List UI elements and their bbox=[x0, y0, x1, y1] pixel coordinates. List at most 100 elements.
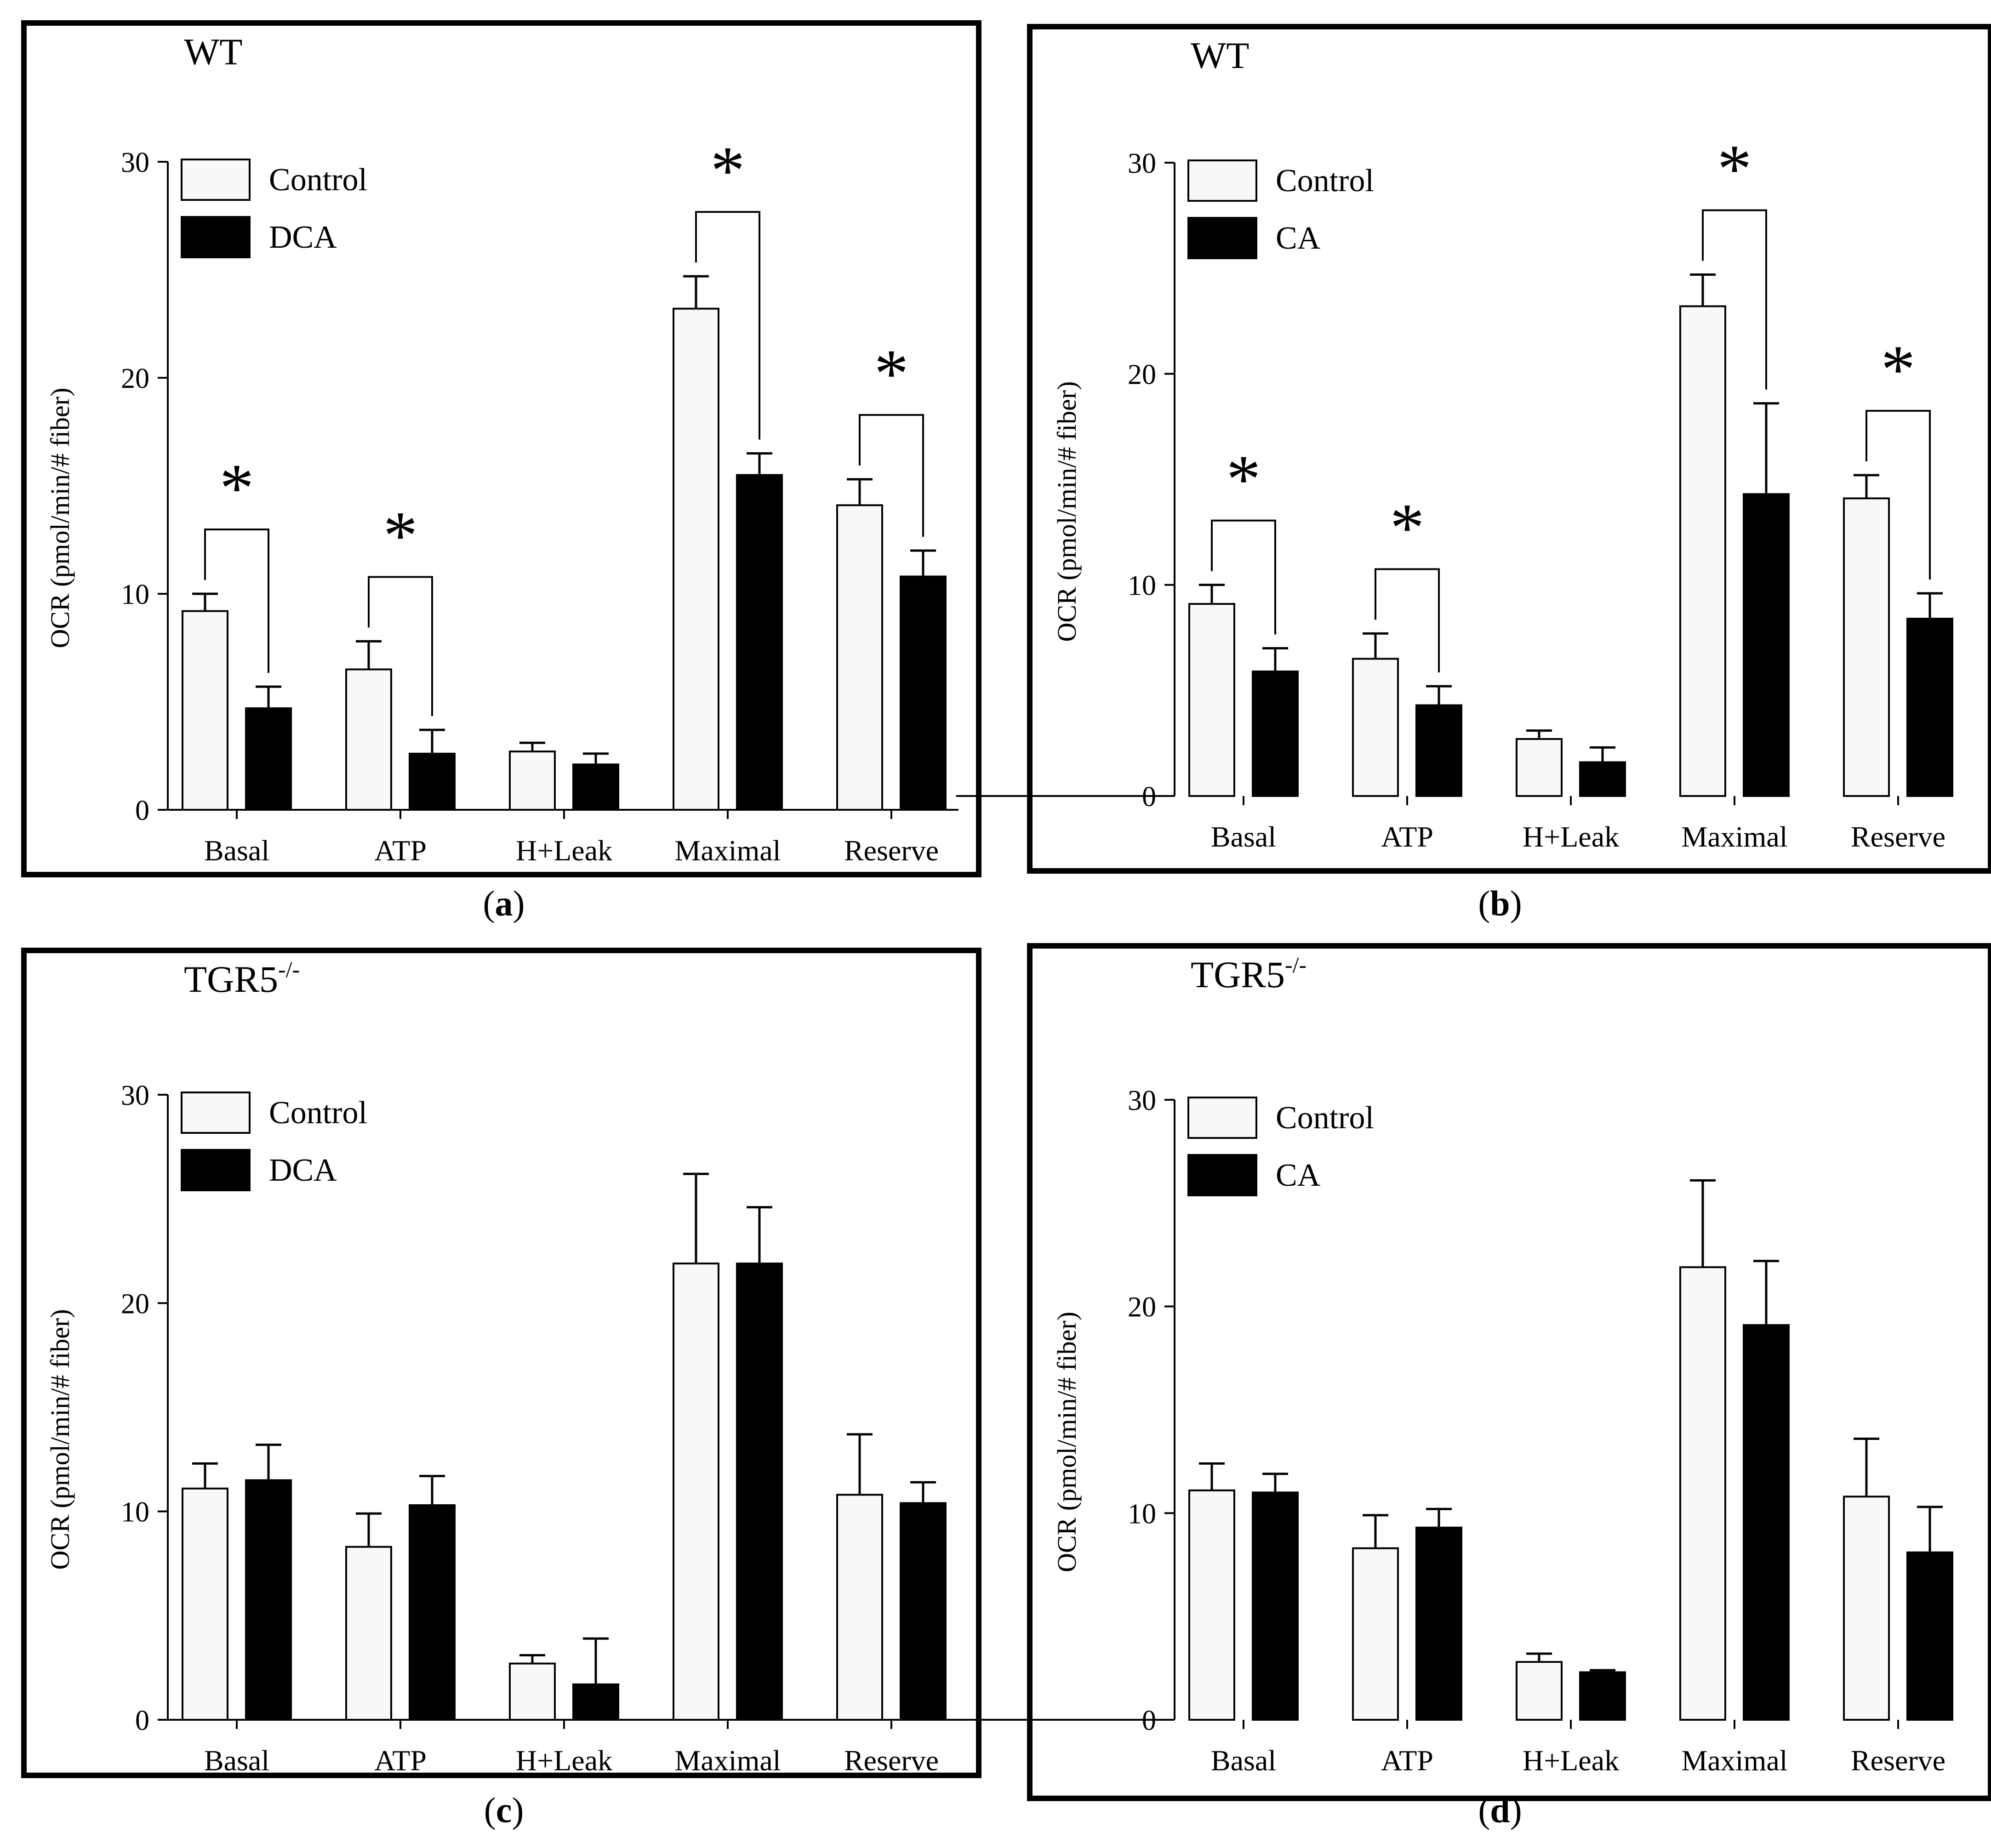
x-tick-label: H+Leak bbox=[1523, 1744, 1619, 1777]
significance-bracket bbox=[368, 576, 433, 716]
panel-a: WT 0 10 20 30 OCR (pmol/min/# fiber) Basal * ATP… bbox=[21, 20, 981, 877]
panel-title: WT bbox=[184, 31, 242, 73]
x-tick-label: Maximal bbox=[674, 834, 781, 867]
bar-control-maximal bbox=[673, 1262, 719, 1721]
y-tick-label: 20 bbox=[1128, 1292, 1156, 1323]
legend-label-dca: DCA bbox=[269, 220, 337, 255]
y-tick-label: 0 bbox=[135, 795, 149, 826]
bar-control-reserve bbox=[1843, 497, 1890, 797]
y-tick-label: 20 bbox=[1128, 359, 1156, 390]
bar-dca-atp bbox=[409, 752, 456, 811]
paren-open: ( bbox=[1478, 883, 1490, 923]
bar-ca-atp bbox=[1415, 704, 1462, 797]
x-tick-label: Maximal bbox=[1681, 1744, 1787, 1777]
bar-control-hleak bbox=[509, 1662, 556, 1721]
panel-title-text: WT bbox=[184, 31, 242, 73]
significance-star: * bbox=[1227, 441, 1261, 517]
y-tick-label: 30 bbox=[121, 1080, 149, 1111]
legend-label-ca: CA bbox=[1276, 1158, 1321, 1193]
y-axis-label: OCR (pmol/min/# fiber) bbox=[45, 387, 75, 648]
panel-title-superscript: -/- bbox=[278, 956, 300, 982]
significance-star: * bbox=[1881, 331, 1916, 408]
y-tick-label: 30 bbox=[1128, 1085, 1156, 1116]
panel-label-c: (c) bbox=[484, 1790, 524, 1830]
bar-control-reserve bbox=[836, 504, 883, 811]
bar-dca-atp bbox=[409, 1504, 456, 1721]
bar-control-hleak bbox=[1516, 738, 1563, 797]
bar-control-atp bbox=[1352, 658, 1399, 797]
significance-star: * bbox=[1717, 131, 1752, 207]
legend-label-control: Control bbox=[1276, 1100, 1374, 1136]
bar-ca-basal bbox=[1252, 1491, 1299, 1721]
bar-ca-atp bbox=[1415, 1526, 1462, 1721]
paren-open: ( bbox=[483, 883, 495, 923]
panel-title: WT bbox=[1191, 34, 1249, 76]
bar-control-basal bbox=[1188, 1489, 1235, 1721]
significance-star: * bbox=[711, 132, 745, 209]
paren-close: ) bbox=[1510, 1790, 1522, 1830]
significance-bracket bbox=[204, 529, 269, 673]
y-tick-label: 0 bbox=[1142, 781, 1156, 813]
panel-frame bbox=[1027, 943, 1991, 1801]
bar-control-hleak bbox=[1516, 1661, 1563, 1721]
panel-c: TGR5-/- 0 10 20 30 OCR (pmol/min/# fiber) Basa… bbox=[21, 948, 981, 1778]
panel-title-superscript: -/- bbox=[1285, 952, 1306, 978]
bar-dca-maximal bbox=[736, 1262, 783, 1721]
panel-d: TGR5-/- 0 10 20 30 OCR (pmol/min/# fiber) Basa… bbox=[956, 943, 1991, 1801]
x-tick-label: H+Leak bbox=[516, 834, 612, 867]
y-tick-label: 0 bbox=[135, 1705, 149, 1736]
bar-dca-hleak bbox=[572, 763, 619, 811]
legend-swatch-ca bbox=[1187, 217, 1257, 259]
bar-control-basal bbox=[182, 1487, 228, 1721]
bar-ca-reserve bbox=[1906, 618, 1953, 797]
legend-swatch-ca bbox=[1187, 1154, 1257, 1196]
y-tick-label: 30 bbox=[121, 147, 149, 178]
bar-control-atp bbox=[345, 1546, 392, 1721]
panel-label-a: (a) bbox=[483, 883, 525, 923]
paren-close: ) bbox=[1510, 883, 1522, 923]
bar-dca-hleak bbox=[572, 1683, 619, 1721]
y-axis-label: OCR (pmol/min/# fiber) bbox=[1052, 1312, 1082, 1572]
x-tick-label: Basal bbox=[204, 834, 269, 867]
bar-control-maximal bbox=[1679, 305, 1726, 797]
paren-close: ) bbox=[512, 1790, 524, 1830]
x-tick-label: H+Leak bbox=[1523, 820, 1619, 853]
y-tick-label: 10 bbox=[121, 1497, 149, 1528]
significance-bracket bbox=[1702, 209, 1767, 390]
panel-b: WT 0 10 20 30 OCR (pmol/min/# fiber) Basal * ATP… bbox=[956, 24, 1991, 874]
bar-control-maximal bbox=[1679, 1266, 1726, 1721]
bar-control-hleak bbox=[509, 751, 556, 811]
bar-control-reserve bbox=[1843, 1495, 1890, 1721]
y-tick-label: 20 bbox=[121, 1288, 149, 1319]
x-tick-label: ATP bbox=[374, 1744, 427, 1777]
panel-letter: c bbox=[496, 1790, 512, 1830]
legend-label-ca: CA bbox=[1276, 221, 1321, 256]
x-tick-label: ATP bbox=[1381, 1744, 1433, 1777]
significance-star: * bbox=[1390, 489, 1425, 566]
bar-dca-reserve bbox=[900, 1502, 947, 1721]
bar-ca-hleak bbox=[1579, 761, 1626, 797]
y-tick-label: 10 bbox=[1128, 570, 1156, 602]
panel-title-text: WT bbox=[1191, 34, 1249, 76]
significance-star: * bbox=[220, 450, 254, 526]
bar-dca-basal bbox=[245, 1479, 292, 1721]
bar-ca-basal bbox=[1252, 670, 1299, 797]
bar-dca-reserve bbox=[900, 575, 947, 811]
x-tick-label: ATP bbox=[1381, 820, 1433, 853]
panel-title-text: TGR5 bbox=[1191, 954, 1285, 995]
panel-frame bbox=[21, 948, 981, 1778]
legend-label-dca: DCA bbox=[269, 1153, 337, 1188]
x-tick-label: Reserve bbox=[844, 834, 939, 867]
y-tick-label: 30 bbox=[1128, 148, 1156, 179]
panel-frame bbox=[1027, 24, 1991, 874]
x-tick-label: Basal bbox=[1211, 1744, 1276, 1777]
panel-label-d: (d) bbox=[1478, 1790, 1522, 1830]
bar-ca-hleak bbox=[1579, 1671, 1626, 1721]
bar-ca-maximal bbox=[1743, 1324, 1790, 1721]
x-tick-label: Basal bbox=[204, 1744, 269, 1777]
panel-title: TGR5-/- bbox=[1191, 952, 1306, 995]
legend-swatch-dca bbox=[181, 1149, 251, 1191]
x-tick-label: Basal bbox=[1211, 820, 1276, 853]
legend-label-control: Control bbox=[269, 1095, 367, 1131]
